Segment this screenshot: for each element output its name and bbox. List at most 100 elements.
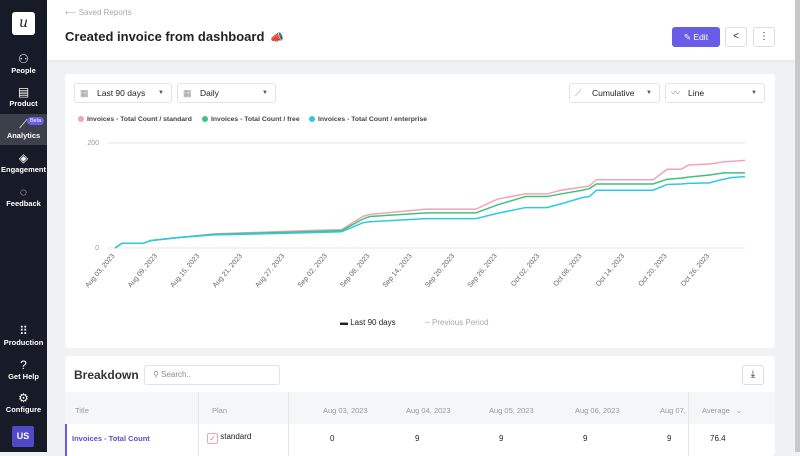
scrollbar[interactable] (795, 0, 800, 452)
value-cell: 9 (415, 434, 420, 443)
x-tick-label: Aug 15, 2023 (169, 253, 201, 289)
x-tick-label: Oct 14, 2023 (595, 253, 626, 288)
sidebar: u ⚇ People ▤ Product ⟋ Beta Analytics ◈ Engag… (0, 0, 47, 452)
column-date[interactable]: Aug 07, (660, 406, 686, 415)
legend-free[interactable]: Invoices - Total Count / free (202, 116, 300, 123)
caret-down-icon: ▼ (751, 90, 757, 96)
beta-badge: Beta (27, 117, 45, 125)
x-tick-label: Sep 14, 2023 (382, 253, 414, 289)
mode-select[interactable]: ⟋ Cumulative ▼ (569, 83, 660, 103)
legend-dot (309, 116, 315, 122)
help-icon: ? (20, 358, 27, 372)
layers-icon: ◈ (18, 151, 29, 165)
search-input[interactable]: ⚲ Search.. (144, 365, 280, 385)
legend-enterprise[interactable]: Invoices - Total Count / enterprise (309, 116, 427, 123)
sidebar-item-analytics[interactable]: ⟋ Beta Analytics (0, 114, 47, 145)
series-line (114, 172, 745, 249)
x-tick-label: Aug 03, 2023 (84, 253, 116, 289)
date-range-select[interactable]: ▦ Last 90 days ▼ (74, 83, 172, 103)
legend-standard[interactable]: Invoices - Total Count / standard (78, 116, 192, 123)
more-vertical-icon: ⋮ (759, 31, 769, 42)
legend-dot (202, 116, 208, 122)
column-date[interactable]: Aug 05, 2023 (489, 406, 534, 415)
chat-icon: ◌ (19, 185, 28, 199)
x-tick-label: Aug 27, 2023 (254, 253, 286, 289)
x-tick-label: Sep 08, 2023 (339, 253, 371, 289)
column-plan[interactable]: Plan (212, 406, 228, 415)
line-chart: 0 200 Aug 03, 2023 Aug 09, 2023 Aug 15, 2023… (84, 140, 746, 289)
analytics-icon: ⟋ (19, 117, 28, 131)
download-button[interactable]: ⤓ (742, 365, 764, 385)
column-title[interactable]: Title (75, 406, 89, 415)
value-cell: 9 (667, 434, 672, 443)
x-tick-label: Aug 09, 2023 (127, 253, 159, 289)
legend-dot (78, 116, 84, 122)
chart-type-select[interactable]: 〰 Line ▼ (665, 83, 765, 103)
legend-current-period[interactable]: ▬ Last 90 days (340, 318, 396, 327)
x-tick-label: Oct 02, 2023 (510, 253, 541, 288)
caret-down-icon: ▼ (158, 90, 164, 96)
page-header: ⟵ Saved Reports Created invoice from das… (47, 0, 795, 60)
x-tick-label: Oct 20, 2023 (638, 253, 669, 288)
y-tick-label: 0 (95, 245, 99, 252)
x-tick-label: Sep 20, 2023 (424, 253, 456, 289)
column-date[interactable]: Aug 03, 2023 (323, 406, 368, 415)
average-cell: 76.4 (710, 434, 726, 443)
product-icon: ▤ (17, 85, 30, 99)
x-tick-label: Oct 08, 2023 (553, 253, 584, 288)
x-tick-label: Sep 26, 2023 (467, 253, 499, 289)
line-chart-icon: 〰 (671, 88, 681, 98)
y-tick-label: 200 (87, 140, 99, 147)
interval-select[interactable]: ▦ Daily ▼ (177, 83, 276, 103)
back-link[interactable]: ⟵ Saved Reports (65, 8, 132, 17)
x-tick-label: Sep 02, 2023 (297, 253, 329, 289)
calendar-icon: ▦ (183, 88, 192, 98)
x-tick-label: Aug 21, 2023 (212, 253, 244, 289)
sidebar-item-engagement[interactable]: ◈ Engagement (0, 151, 46, 174)
people-icon: ⚇ (18, 52, 29, 66)
value-cell: 9 (499, 434, 504, 443)
column-average[interactable]: Average ⌄ (702, 406, 743, 415)
table-header (65, 392, 775, 424)
arrow-left-icon: ⟵ (65, 8, 79, 17)
sidebar-item-product[interactable]: ▤ Product (0, 83, 47, 113)
sidebar-item-feedback[interactable]: ◌ Feedback (0, 183, 47, 213)
more-button[interactable]: ⋮ (753, 27, 775, 47)
breakdown-card: Breakdown ⚲ Search.. ⤓ Title Plan Aug 03… (65, 356, 775, 456)
gear-icon: ⚙ (18, 391, 29, 405)
value-cell: 0 (330, 434, 335, 443)
avatar[interactable]: US (12, 426, 34, 447)
download-icon: ⤓ (750, 369, 756, 380)
chevron-down-icon: ⌄ (735, 406, 743, 415)
column-date[interactable]: Aug 06, 2023 (575, 406, 620, 415)
share-button[interactable]: < (725, 27, 747, 47)
checkbox-checked-icon[interactable]: ✓ (207, 433, 218, 444)
caret-down-icon: ▼ (262, 90, 268, 96)
sidebar-item-get-help[interactable]: ? Get Help (0, 358, 47, 386)
page-title: Created invoice from dashboard 📣 (65, 29, 285, 44)
edit-button[interactable]: ✎ Edit (672, 27, 720, 47)
sidebar-item-people[interactable]: ⚇ People (0, 50, 47, 80)
dashed-line-icon: ╌ (425, 318, 433, 327)
sidebar-item-configure[interactable]: ⚙ Configure (0, 391, 47, 419)
pencil-icon: ✎ (683, 32, 694, 42)
legend-previous-period[interactable]: ╌ Previous Period (425, 318, 489, 327)
line-icon: ⟋ (575, 88, 582, 98)
plan-cell: ✓ standard (207, 432, 251, 444)
caret-down-icon: ▼ (646, 90, 652, 96)
x-tick-label: Oct 26, 2023 (680, 253, 711, 288)
chart-card: ▦ Last 90 days ▼ ▦ Daily ▼ ⟋ Cumulative ▼ 〰 Lin… (65, 74, 775, 348)
search-icon: ⚲ (153, 370, 162, 379)
solid-line-icon: ▬ (340, 318, 351, 327)
grid-icon: ⠿ (19, 324, 28, 338)
megaphone-icon[interactable]: 📣 (270, 32, 285, 44)
app-logo[interactable]: u (12, 12, 35, 35)
share-icon: < (733, 31, 739, 42)
breakdown-title: Breakdown (74, 368, 139, 382)
column-date[interactable]: Aug 04, 2023 (406, 406, 451, 415)
calendar-icon: ▦ (80, 88, 89, 98)
value-cell: 9 (583, 434, 588, 443)
row-title-link[interactable]: Invoices - Total Count (72, 434, 150, 443)
series-line (114, 175, 746, 249)
sidebar-item-production[interactable]: ⠿ Production (0, 324, 47, 352)
